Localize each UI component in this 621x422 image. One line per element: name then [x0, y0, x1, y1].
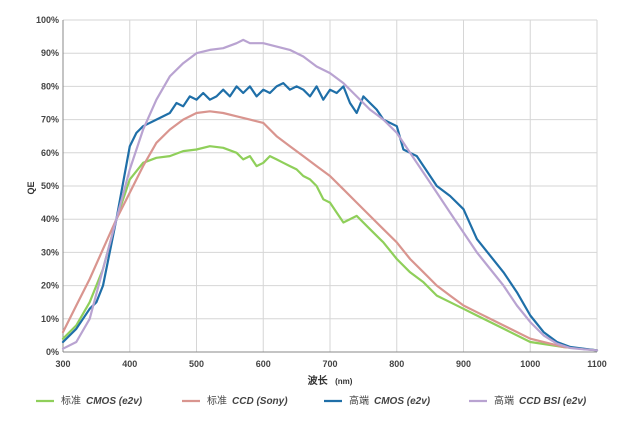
series-line-high-cmos	[61, 81, 599, 352]
legend-label-cn: 高端	[494, 394, 514, 407]
legend-item-standard-ccd: 标准 CCD (Sony)	[182, 395, 288, 407]
y-tick-label: 20%	[41, 281, 59, 291]
legend-item-high-ccd-bsi: 高端 CCD BSI (e2v)	[469, 394, 587, 407]
x-axis-title-label: 波长	[308, 374, 329, 387]
x-axis-title: 波长 (nm)	[308, 374, 353, 387]
x-tick-label: 800	[389, 359, 404, 369]
x-tick-label: 900	[456, 359, 471, 369]
y-tick-label: 100%	[36, 15, 59, 25]
x-tick-label: 700	[322, 359, 337, 369]
y-axis-ticks: 0% 10% 20% 30% 40% 50% 60% 70% 80% 90% 100%	[36, 15, 59, 357]
legend-label-cn: 标准	[207, 395, 227, 407]
legend-label: 高端 CMOS (e2v)	[349, 394, 431, 407]
x-tick-label: 500	[189, 359, 204, 369]
legend-label-latin: CMOS (e2v)	[86, 396, 143, 407]
series-lines	[61, 38, 599, 352]
chart-grid	[63, 19, 598, 352]
series-line-standard-cmos	[61, 145, 599, 352]
y-tick-label: 40%	[41, 214, 59, 224]
series-line-high-ccd-bsi	[61, 38, 599, 352]
legend-item-high-cmos: 高端 CMOS (e2v)	[324, 394, 431, 407]
y-axis-title: QE	[26, 181, 36, 194]
y-tick-label: 0%	[46, 347, 59, 357]
y-tick-label: 30%	[41, 247, 59, 257]
y-tick-label: 70%	[41, 115, 59, 125]
legend-label: 高端 CCD BSI (e2v)	[494, 394, 587, 407]
legend-label-latin: CCD (Sony)	[232, 396, 288, 407]
x-tick-label: 1000	[520, 359, 540, 369]
y-tick-label: 60%	[41, 148, 59, 158]
legend-label-latin: CCD BSI (e2v)	[519, 396, 587, 407]
x-tick-label: 400	[122, 359, 137, 369]
series-line-standard-ccd	[61, 110, 599, 352]
y-tick-label: 50%	[41, 181, 59, 191]
y-tick-label: 10%	[41, 314, 59, 324]
x-axis-title-unit: (nm)	[335, 377, 353, 386]
legend-label-latin: CMOS (e2v)	[374, 396, 431, 407]
y-tick-label: 80%	[41, 81, 59, 91]
legend-label-cn: 高端	[349, 394, 369, 407]
legend-label: 标准 CMOS (e2v)	[61, 395, 143, 407]
legend-item-standard-cmos: 标准 CMOS (e2v)	[36, 395, 143, 407]
x-tick-label: 300	[55, 359, 70, 369]
chart-legend: 标准 CMOS (e2v) 标准 CCD (Sony) 高端 CMOS (e2v) 高端 CC…	[36, 394, 587, 407]
legend-label-cn: 标准	[61, 395, 81, 407]
x-tick-label: 600	[256, 359, 271, 369]
x-axis-ticks: 300 400 500 600 700 800 900 1000 1100	[55, 359, 606, 369]
chart-axes	[62, 20, 597, 353]
y-tick-label: 90%	[41, 48, 59, 58]
legend-label: 标准 CCD (Sony)	[207, 395, 288, 407]
x-tick-label: 1100	[587, 359, 607, 369]
